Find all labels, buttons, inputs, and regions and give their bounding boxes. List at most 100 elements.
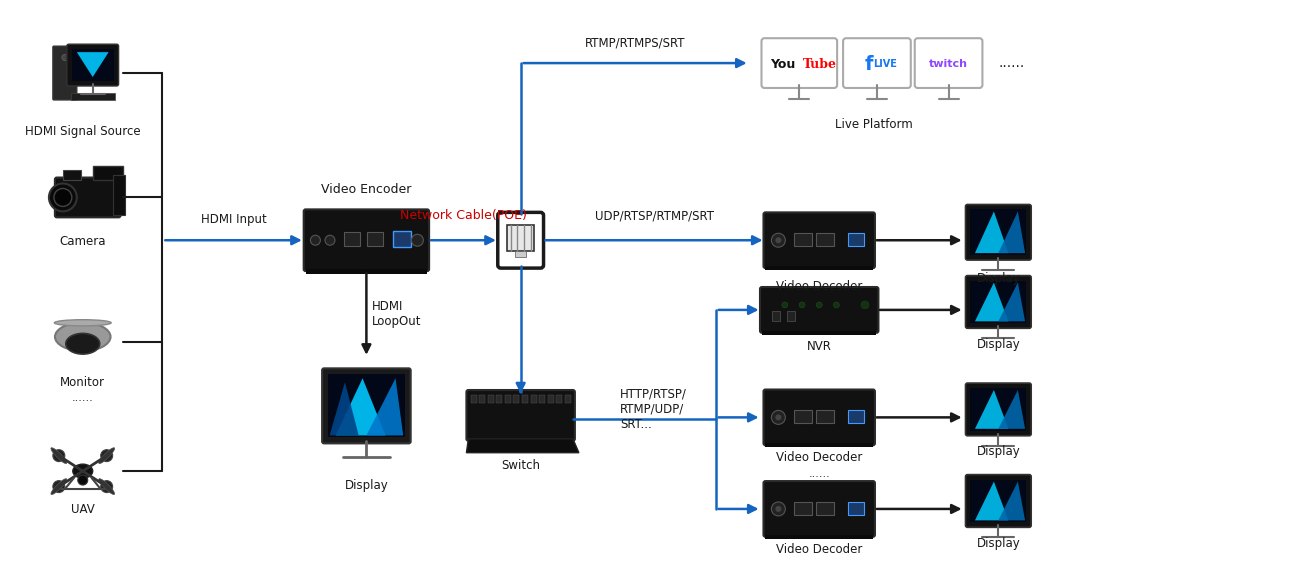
Polygon shape [975,211,1009,253]
Ellipse shape [55,323,110,351]
Polygon shape [975,482,1009,521]
FancyBboxPatch shape [303,210,429,271]
Ellipse shape [72,464,93,478]
Circle shape [52,481,64,493]
FancyBboxPatch shape [764,481,875,537]
Bar [71,93,114,100]
Bar [488,395,493,403]
Circle shape [325,235,335,245]
Circle shape [799,302,806,308]
Text: You: You [770,57,795,71]
FancyBboxPatch shape [914,38,983,88]
Circle shape [771,411,786,424]
Bar [849,502,865,515]
Bar [816,233,833,246]
Bar [508,225,534,251]
FancyBboxPatch shape [52,46,77,100]
Text: Network Cable(POE): Network Cable(POE) [400,210,527,222]
Circle shape [412,234,424,246]
Text: RTMP/RTMPS/SRT: RTMP/RTMPS/SRT [585,36,685,49]
Text: HTTP/RTSP/
RTMP/UDP/
SRT...: HTTP/RTSP/ RTMP/UDP/ SRT... [621,388,687,431]
Text: LIVE: LIVE [872,59,897,69]
Text: Tube: Tube [803,57,837,71]
Text: Video Decoder: Video Decoder [775,451,862,464]
Polygon shape [998,283,1025,321]
Circle shape [816,302,823,308]
Text: Monitor: Monitor [60,376,105,389]
Bar [72,49,114,81]
FancyBboxPatch shape [497,212,543,268]
Bar [849,233,865,246]
Circle shape [775,506,782,512]
Text: Camera: Camera [59,235,106,248]
Text: twitch: twitch [929,59,968,69]
Bar [794,233,812,246]
Bar [539,395,546,403]
Circle shape [62,54,68,60]
Text: f: f [865,54,874,74]
Text: Video Decoder: Video Decoder [775,280,862,293]
FancyBboxPatch shape [966,204,1031,260]
Circle shape [311,235,320,245]
Circle shape [77,475,88,485]
Ellipse shape [98,448,114,464]
Bar [787,311,795,321]
Polygon shape [329,382,358,435]
Circle shape [861,301,869,309]
Bar [394,231,411,247]
Text: ......: ...... [998,56,1025,70]
FancyBboxPatch shape [966,475,1031,527]
Bar [496,395,502,403]
Circle shape [775,415,782,420]
Circle shape [775,237,782,243]
Text: HDMI
LoopOut: HDMI LoopOut [373,300,422,328]
Text: Display: Display [345,479,388,492]
Text: UDP/RTSP/RTMP/SRT: UDP/RTSP/RTMP/SRT [594,210,714,222]
Bar [63,170,81,179]
Bar [548,395,554,403]
Polygon shape [366,378,403,435]
Bar [565,395,571,403]
Bar [471,395,476,403]
Bar [328,374,404,437]
Ellipse shape [54,320,112,326]
Polygon shape [975,390,1009,429]
Bar [971,210,1026,255]
Bar [479,395,485,403]
Circle shape [52,450,64,461]
FancyBboxPatch shape [966,276,1031,328]
Bar [816,411,833,423]
FancyBboxPatch shape [764,390,875,445]
Ellipse shape [49,184,77,211]
Bar [530,395,537,403]
Bar [816,502,833,515]
FancyBboxPatch shape [844,38,911,88]
Text: NVR: NVR [807,340,832,353]
Text: Display: Display [976,537,1021,550]
Text: Display: Display [976,272,1021,285]
Polygon shape [998,211,1025,253]
Bar [505,395,510,403]
Bar [765,535,872,539]
Text: Switch: Switch [501,459,541,472]
Bar [849,411,865,423]
Circle shape [833,302,840,308]
Bar [93,166,122,179]
Bar [971,281,1026,323]
Bar [556,395,563,403]
Bar [306,269,428,274]
Ellipse shape [98,479,114,494]
Circle shape [771,233,786,247]
Circle shape [101,481,113,493]
Bar [771,311,779,321]
Polygon shape [77,52,109,77]
Text: Video Decoder: Video Decoder [775,543,862,556]
FancyBboxPatch shape [67,44,118,86]
Text: UAV: UAV [71,503,94,516]
Polygon shape [466,439,579,453]
Circle shape [771,502,786,516]
Text: Video Encoder: Video Encoder [321,184,412,196]
Ellipse shape [51,479,67,494]
Ellipse shape [54,189,72,206]
Bar [516,251,526,257]
